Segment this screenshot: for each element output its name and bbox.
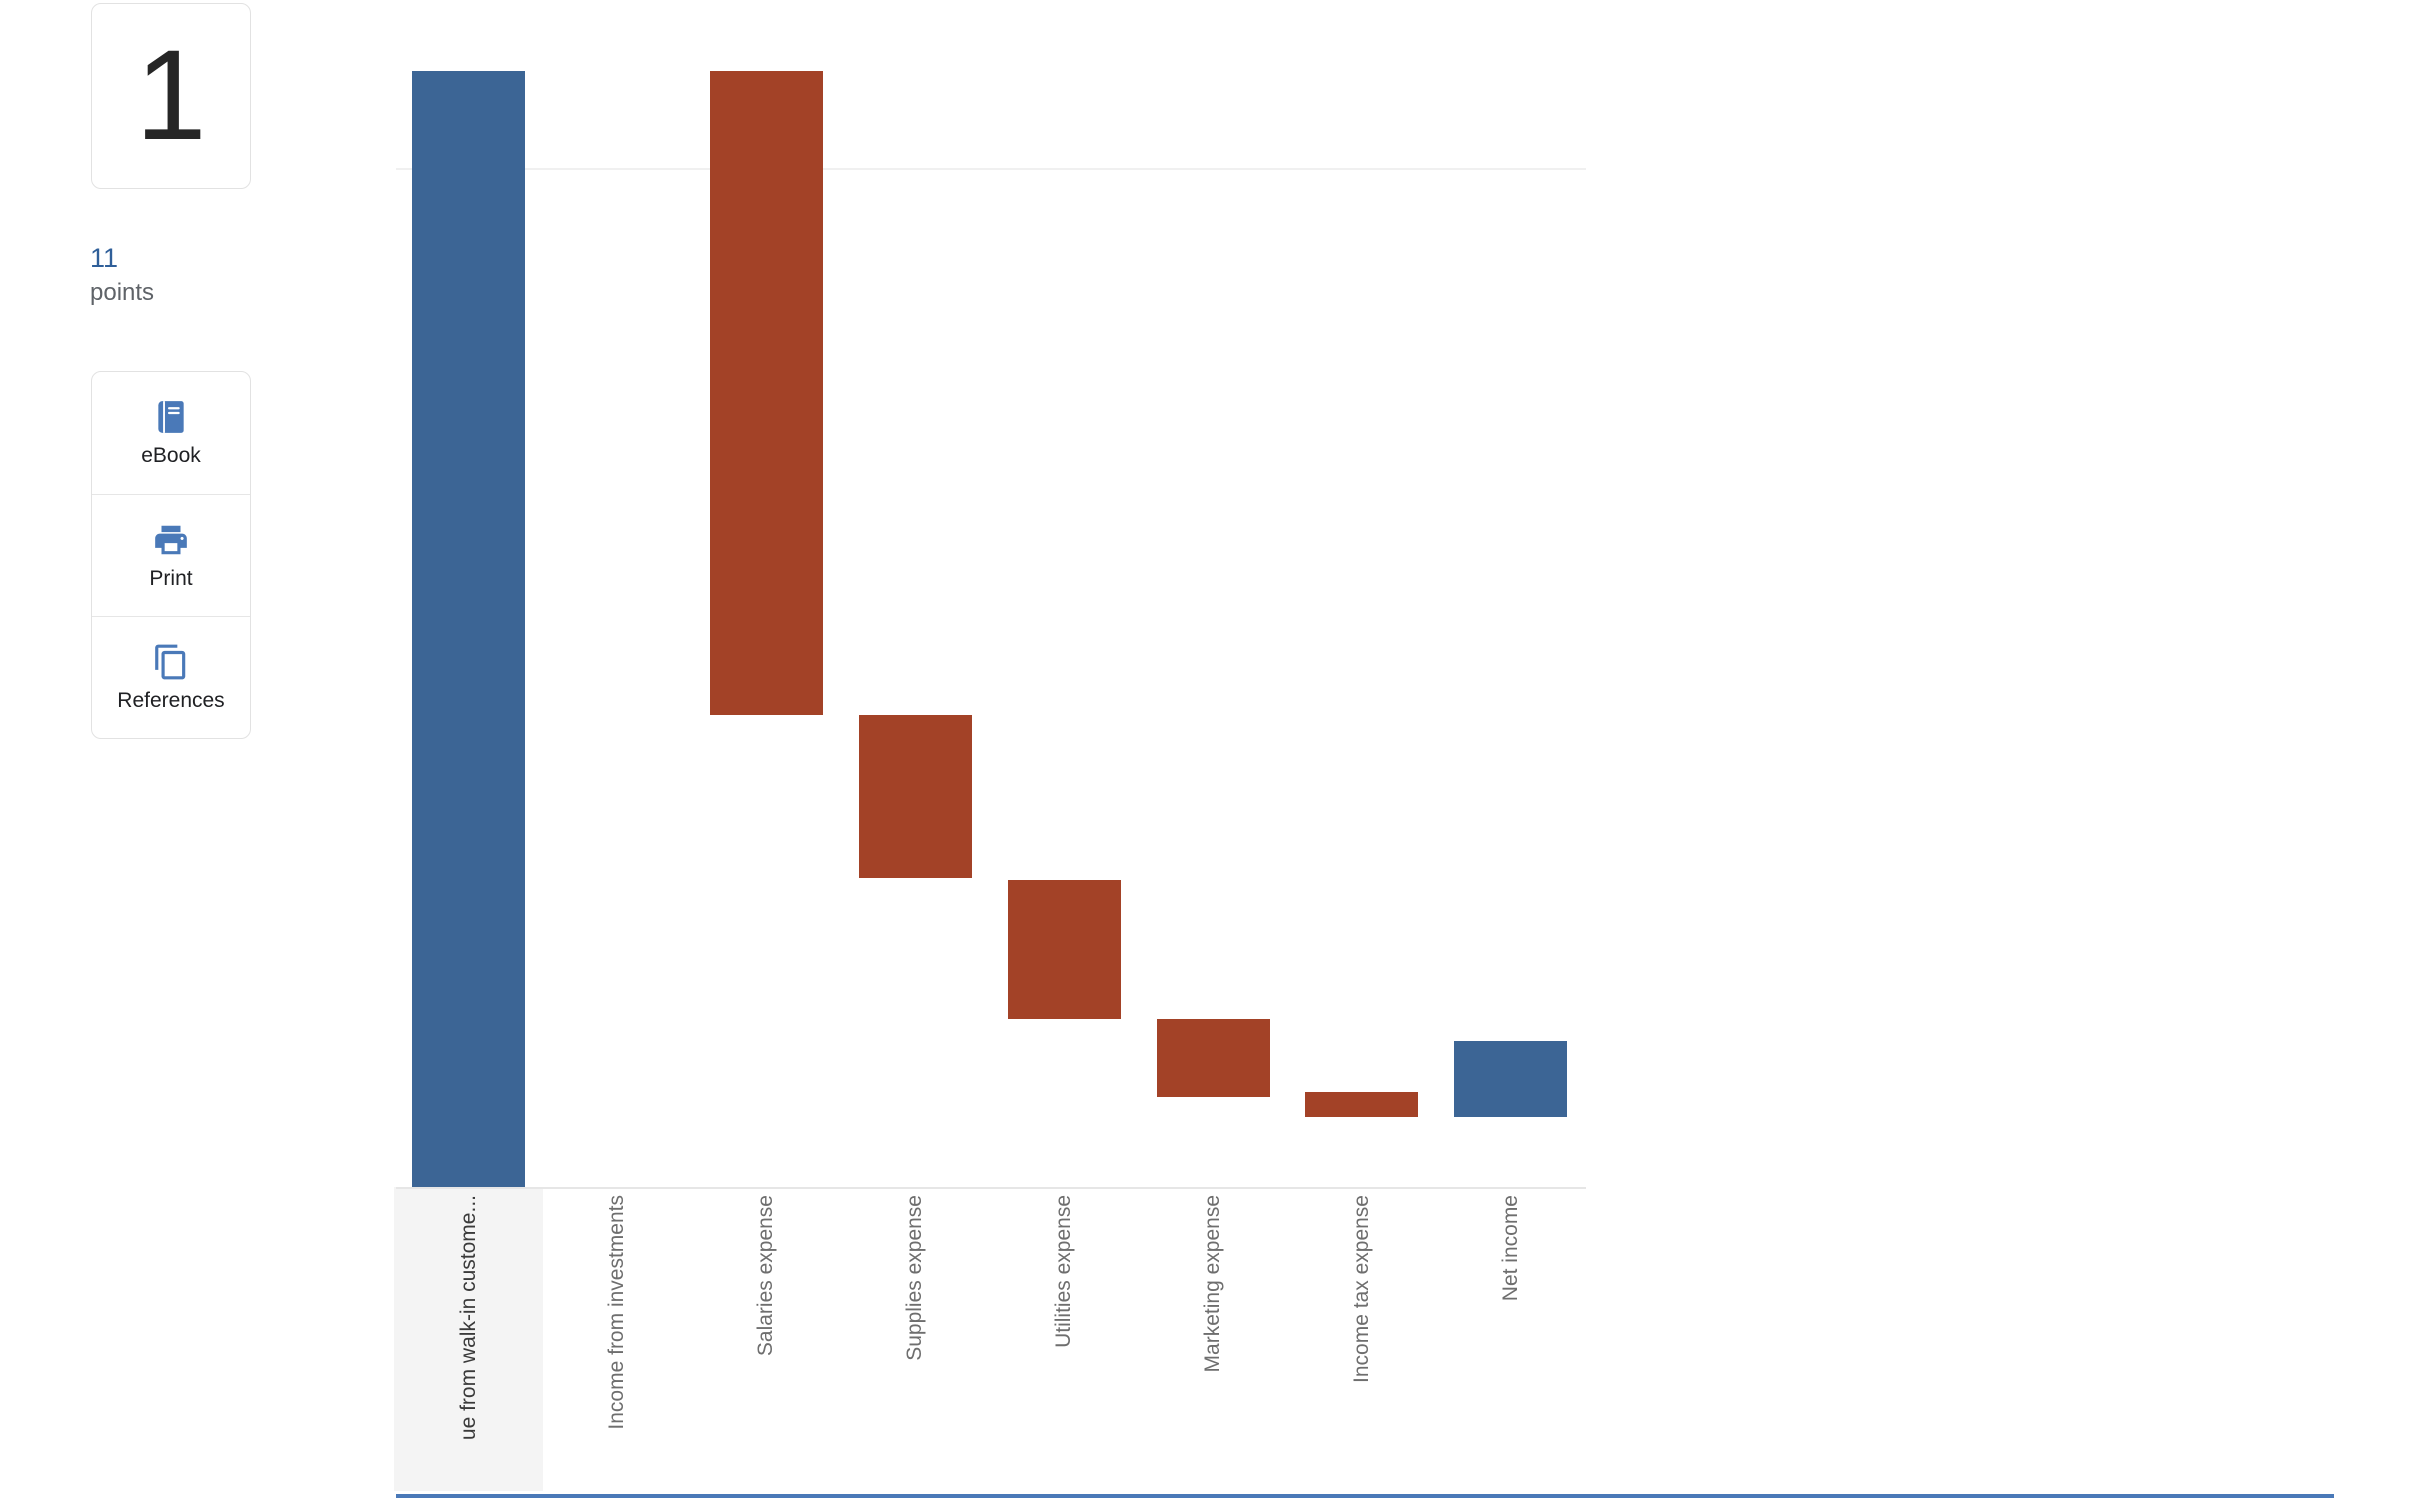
x-axis-label: Utilities expense xyxy=(1052,1195,1076,1348)
chart-bar[interactable] xyxy=(1156,1019,1270,1097)
x-axis-label: Supplies expense xyxy=(903,1195,927,1361)
chart-bar[interactable] xyxy=(412,71,525,1187)
x-axis-label: Net income xyxy=(1498,1195,1522,1302)
x-axis-label: Salaries expense xyxy=(754,1195,778,1357)
x-axis-label: Marketing expense xyxy=(1201,1195,1224,1373)
chart-bar[interactable] xyxy=(858,715,972,879)
ebook-icon xyxy=(152,398,190,436)
print-label: Print xyxy=(149,566,193,590)
x-axis-label: Income from investments xyxy=(605,1195,629,1430)
references-icon xyxy=(152,643,190,681)
references-label: References xyxy=(117,688,225,712)
chart-bar[interactable] xyxy=(1454,1041,1568,1118)
chart-bar[interactable] xyxy=(1305,1092,1419,1118)
x-axis-label: Income tax expense xyxy=(1349,1195,1373,1383)
printer-icon xyxy=(152,521,190,559)
points-value: 11 xyxy=(90,243,119,273)
ebook-label: eBook xyxy=(141,444,201,467)
chart-bar[interactable] xyxy=(709,71,823,716)
references-button[interactable]: References xyxy=(92,616,250,738)
print-button[interactable]: Print xyxy=(92,494,250,616)
tools-panel: eBook Print References xyxy=(91,371,251,739)
x-axis-label: ue from walk-in custome... xyxy=(456,1195,480,1441)
x-axis-line xyxy=(396,1187,1586,1189)
section-divider-line xyxy=(396,1494,2334,1498)
question-number-box[interactable]: 1 xyxy=(91,3,251,189)
points-label: points xyxy=(90,279,155,306)
gridline xyxy=(396,168,1586,170)
question-number: 1 xyxy=(135,24,207,167)
points-panel: 11 points xyxy=(90,243,154,307)
selected-column-highlight xyxy=(394,1187,543,1491)
chart-bar[interactable] xyxy=(1007,879,1121,1020)
ebook-button[interactable]: eBook xyxy=(92,372,250,494)
